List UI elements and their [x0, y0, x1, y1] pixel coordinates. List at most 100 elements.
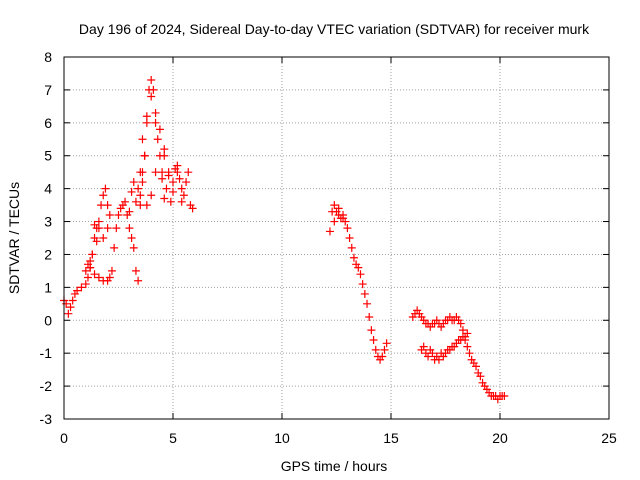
y-tick-label: 3 [44, 214, 52, 230]
data-point [465, 349, 474, 358]
data-point [345, 234, 354, 242]
x-tick-label: 20 [492, 430, 508, 446]
data-point [127, 187, 136, 196]
y-tick-label: -3 [40, 411, 53, 427]
data-point [138, 135, 147, 144]
data-point [169, 187, 177, 196]
data-point [371, 345, 380, 354]
data-point [182, 178, 191, 187]
data-point [188, 204, 197, 213]
data-point [77, 283, 86, 292]
data-point [160, 194, 169, 203]
data-point [136, 191, 145, 200]
data-point [73, 286, 82, 295]
data-point [64, 309, 73, 318]
data-point [129, 178, 138, 187]
y-tick-label: 1 [44, 279, 52, 295]
data-point [164, 171, 173, 180]
data-point [160, 145, 169, 154]
data-point [166, 197, 175, 206]
data-point [103, 224, 112, 233]
data-point [99, 234, 108, 242]
data-point [382, 339, 391, 348]
data-point [162, 184, 171, 193]
data-point [149, 85, 158, 94]
data-point [343, 224, 352, 233]
data-point [378, 352, 387, 361]
data-point [347, 243, 356, 252]
data-point [94, 224, 103, 233]
data-point [472, 362, 481, 371]
y-tick-label: 0 [44, 312, 52, 328]
data-point [360, 289, 369, 298]
series-segment-a [60, 76, 197, 318]
data-point [88, 250, 97, 259]
data-point [103, 201, 112, 210]
data-point [339, 214, 348, 223]
data-point [66, 303, 75, 312]
x-axis-label: GPS time / hours [281, 458, 388, 474]
data-point [127, 234, 136, 242]
data-point [434, 355, 443, 364]
chart-title: Day 196 of 2024, Sidereal Day-to-day VTE… [79, 21, 590, 37]
data-point [94, 273, 103, 282]
data-point [90, 220, 99, 229]
data-point [349, 253, 358, 262]
y-tick-label: 4 [44, 181, 52, 197]
data-point [358, 280, 367, 289]
data-point [424, 352, 433, 361]
data-point [158, 174, 167, 183]
y-tick-label: 8 [44, 49, 52, 65]
data-point [101, 184, 110, 193]
data-point [134, 276, 143, 285]
data-point [112, 224, 121, 233]
x-tick-label: 25 [601, 430, 617, 446]
data-point [175, 174, 184, 183]
data-point [107, 266, 116, 275]
data-point [92, 237, 101, 246]
data-point [81, 266, 90, 275]
data-point [86, 257, 95, 266]
data-point [456, 319, 465, 328]
data-point [365, 312, 374, 321]
data-point [129, 243, 138, 252]
data-point [177, 184, 186, 193]
data-point [153, 135, 162, 144]
y-tick-label: 7 [44, 82, 52, 98]
y-axis-label: SDTVAR / TECUs [6, 182, 22, 294]
data-point [419, 342, 428, 351]
y-tick-label: -2 [40, 378, 53, 394]
data-point [125, 224, 134, 233]
y-tick-label: 2 [44, 246, 52, 262]
data-point [356, 270, 365, 279]
data-point [369, 336, 378, 345]
data-point [131, 266, 140, 275]
data-point [125, 207, 134, 216]
data-point [138, 178, 147, 187]
data-point [147, 92, 156, 101]
data-point [184, 168, 193, 177]
data-point [136, 168, 145, 177]
data-point [151, 118, 160, 127]
data-point [173, 161, 182, 170]
data-point [68, 296, 77, 305]
data-point [99, 191, 108, 200]
data-point [131, 197, 140, 206]
data-point [363, 299, 372, 308]
data-point [110, 243, 119, 252]
data-point [105, 273, 114, 282]
data-point [463, 329, 472, 338]
x-tick-label: 15 [383, 430, 399, 446]
y-tick-label: 6 [44, 115, 52, 131]
data-point [90, 270, 99, 279]
data-point [151, 108, 160, 117]
data-point [330, 201, 339, 210]
data-point [169, 178, 177, 187]
data-point [114, 210, 123, 219]
data-point [105, 210, 114, 219]
series-segment-c [408, 306, 509, 404]
data-point [147, 191, 156, 200]
data-point [142, 112, 151, 121]
data-point [81, 280, 90, 289]
